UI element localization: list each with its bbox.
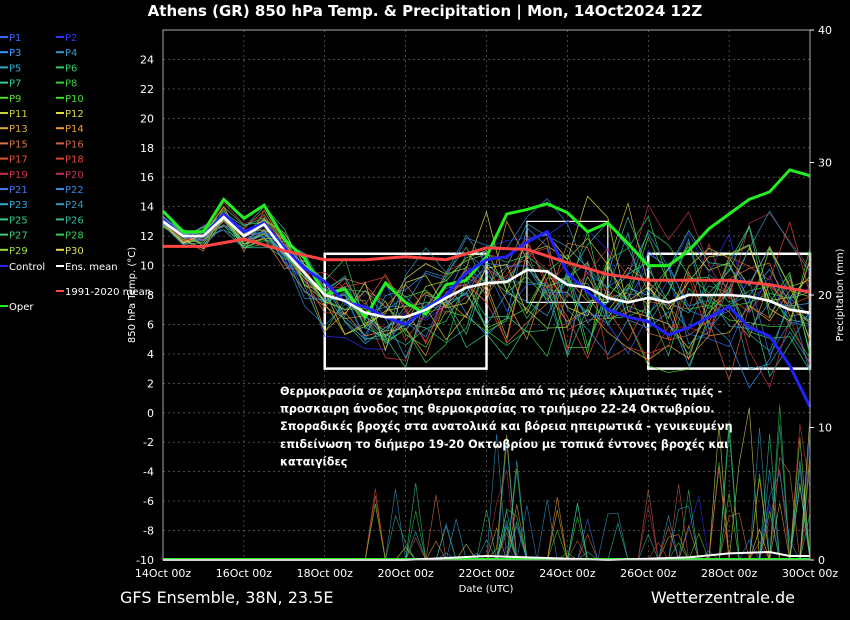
ensemble-member-line bbox=[162, 215, 811, 340]
x-tick-label: 16Oct 00z bbox=[216, 567, 273, 580]
legend-label: P12 bbox=[65, 109, 84, 120]
site-label: Wetterzentrale.de bbox=[650, 588, 795, 607]
y-tick-label: 16 bbox=[140, 171, 154, 184]
series-line bbox=[163, 237, 811, 294]
legend-label: P15 bbox=[9, 139, 28, 150]
y-tick-label: 14 bbox=[140, 201, 154, 214]
y-axis-label: 850 hPa Temp. (°C) bbox=[127, 247, 138, 343]
y-tick-label: 10 bbox=[140, 260, 154, 273]
legend-label: P5 bbox=[9, 63, 21, 74]
legend-label: P14 bbox=[65, 124, 84, 135]
legend-label: P1 bbox=[9, 33, 21, 44]
forecast-annotation: Θερμοκρασία σε χαμηλότερα επίπεδα από τι… bbox=[280, 385, 733, 468]
x-tick-label: 20Oct 00z bbox=[377, 567, 434, 580]
ensemble-member-line bbox=[162, 210, 811, 360]
model-label: GFS Ensemble, 38N, 23.5E bbox=[120, 588, 334, 607]
legend-label: P23 bbox=[9, 200, 28, 211]
y-tick-label: 8 bbox=[147, 289, 154, 302]
legend-label: P17 bbox=[9, 155, 28, 166]
legend-label: P4 bbox=[65, 48, 77, 59]
legend-label: P10 bbox=[65, 94, 84, 105]
annotation-line: επιδείνωση το διήμερο 19-20 Οκτωβρίου με… bbox=[280, 438, 729, 451]
x-tick-label: 18Oct 00z bbox=[297, 567, 354, 580]
x-tick-label: 30Oct 00z bbox=[782, 567, 839, 580]
x-tick-label: 22Oct 00z bbox=[458, 567, 515, 580]
legend-label: P19 bbox=[9, 170, 28, 181]
legend-label: P26 bbox=[65, 215, 84, 226]
series-line bbox=[161, 168, 811, 320]
x-tick-label: 28Oct 00z bbox=[701, 567, 758, 580]
mean-precip-line bbox=[163, 551, 810, 562]
legend-label: P24 bbox=[65, 200, 84, 211]
y2-tick-label: 10 bbox=[818, 422, 832, 435]
y-tick-label: 6 bbox=[147, 318, 154, 331]
y-tick-label: 4 bbox=[147, 348, 154, 361]
y2-tick-label: 20 bbox=[818, 289, 832, 302]
legend-label: P9 bbox=[9, 94, 21, 105]
legend-label: P16 bbox=[65, 139, 84, 150]
legend: P1 P2 P3 P4 P5 P6 P7 P8 P9 P10 P11 P12 P13 P14 P15 P16 P… bbox=[0, 33, 151, 313]
y-tick-label: 20 bbox=[140, 112, 154, 125]
legend-label: P21 bbox=[9, 185, 28, 196]
y-tick-label: -8 bbox=[143, 525, 154, 538]
annotation-line: καταιγίδες bbox=[280, 455, 347, 468]
legend-label: P6 bbox=[65, 63, 77, 74]
ensemble-member-line bbox=[162, 209, 811, 373]
legend-label: P3 bbox=[9, 48, 21, 59]
legend-label: P29 bbox=[9, 246, 28, 257]
y-tick-label: -6 bbox=[143, 495, 154, 508]
y-tick-label: -10 bbox=[136, 554, 154, 567]
legend-label: P13 bbox=[9, 124, 28, 135]
legend-label: P11 bbox=[9, 109, 28, 120]
legend-label: Oper bbox=[9, 302, 34, 313]
legend-label: P28 bbox=[65, 231, 84, 242]
y2-tick-label: 0 bbox=[818, 554, 825, 567]
legend-label: P18 bbox=[65, 155, 84, 166]
legend-label: 1991-2020 mean bbox=[65, 287, 151, 298]
legend-label: P20 bbox=[65, 170, 84, 181]
legend-label: Control bbox=[9, 262, 45, 273]
y2-tick-label: 40 bbox=[818, 24, 832, 37]
y-tick-label: 18 bbox=[140, 142, 154, 155]
series-line bbox=[162, 215, 811, 319]
y2-axis-label: Precipitation (mm) bbox=[835, 248, 846, 341]
y-tick-label: 2 bbox=[147, 377, 154, 390]
legend-label: P8 bbox=[65, 79, 77, 90]
annotation-line: Θερμοκρασία σε χαμηλότερα επίπεδα από τι… bbox=[280, 385, 722, 398]
y-tick-label: -2 bbox=[143, 436, 154, 449]
y2-tick-label: 30 bbox=[818, 157, 832, 170]
legend-label: P30 bbox=[65, 246, 84, 257]
annotation-line: προσκαιρη άνοδος της θερμοκρασίας το τρι… bbox=[280, 403, 715, 416]
y-tick-label: 0 bbox=[147, 407, 154, 420]
x-tick-label: 24Oct 00z bbox=[539, 567, 596, 580]
x-axis-label: Date (UTC) bbox=[459, 584, 514, 595]
annotation-line: Σποραδικές βροχές στα ανατολικά και βόρε… bbox=[280, 420, 733, 433]
y-tick-label: 12 bbox=[140, 230, 154, 243]
legend-label: P22 bbox=[65, 185, 84, 196]
y-tick-label: -4 bbox=[143, 466, 154, 479]
chart-title: Athens (GR) 850 hPa Temp. & Precipitatio… bbox=[147, 2, 703, 20]
legend-label: P2 bbox=[65, 33, 77, 44]
legend-label: P27 bbox=[9, 231, 28, 242]
x-tick-label: 14Oct 00z bbox=[135, 567, 192, 580]
legend-label: P25 bbox=[9, 215, 28, 226]
y-tick-label: 24 bbox=[140, 53, 154, 66]
legend-label: P7 bbox=[9, 79, 21, 90]
y-tick-label: 22 bbox=[140, 83, 154, 96]
highlight-box bbox=[323, 252, 488, 370]
legend-label: Ens. mean bbox=[65, 262, 118, 273]
ensemble-member-line bbox=[162, 218, 811, 369]
ensemble-member-line bbox=[162, 219, 811, 352]
x-tick-label: 26Oct 00z bbox=[620, 567, 677, 580]
